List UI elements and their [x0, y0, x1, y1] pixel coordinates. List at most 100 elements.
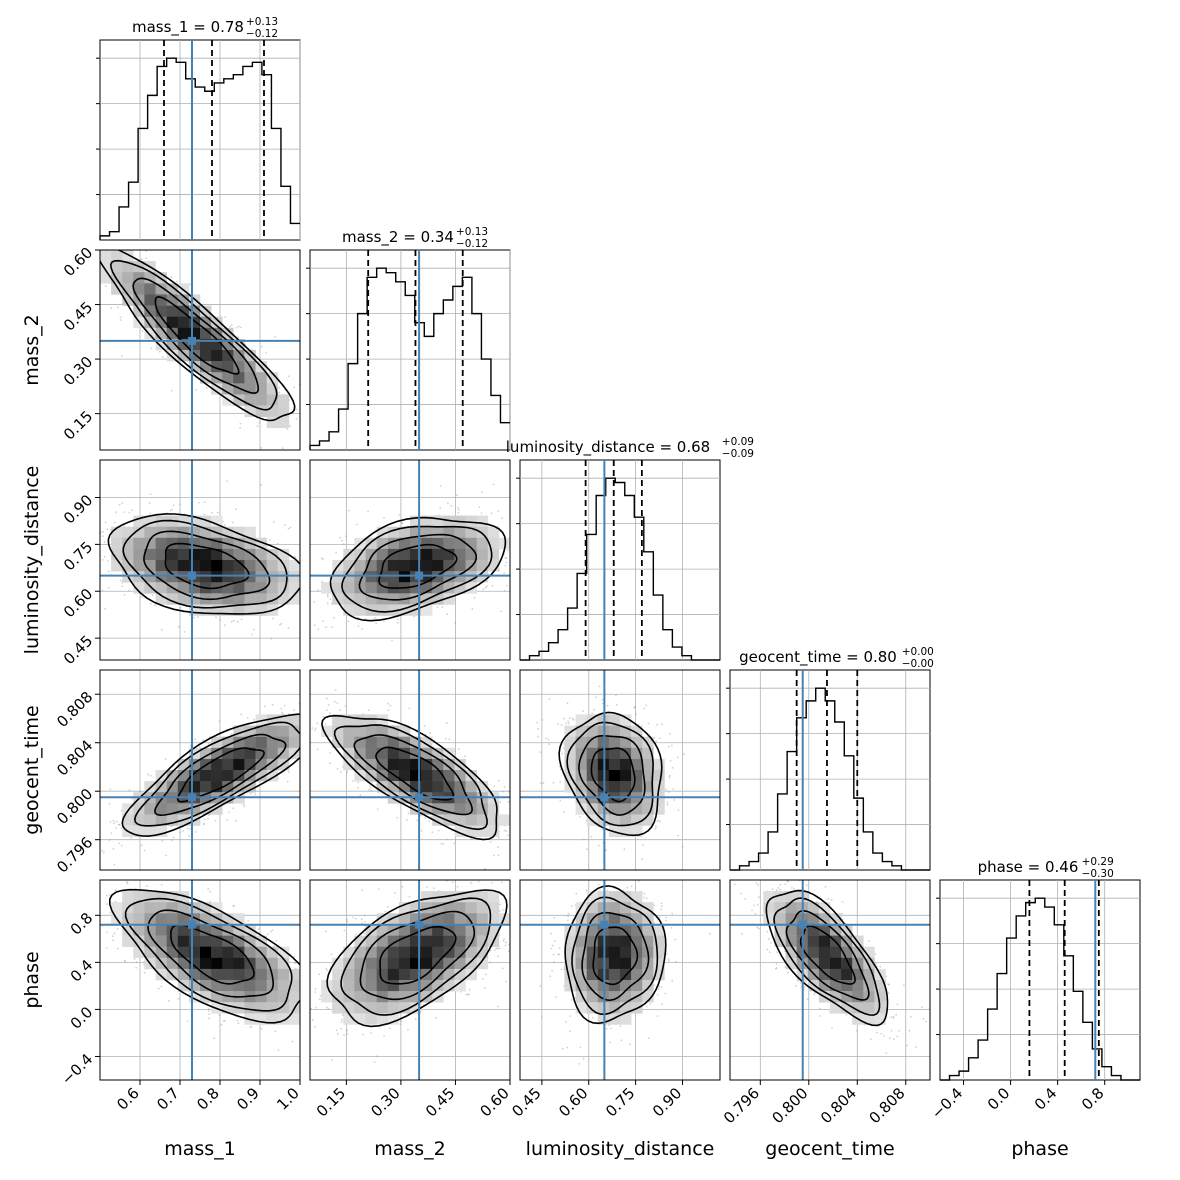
sample-point: [115, 820, 118, 823]
density-bin: [233, 560, 245, 572]
density-bin: [343, 747, 355, 760]
contour-line: [378, 543, 458, 589]
density-bin: [376, 725, 389, 738]
sample-point: [401, 522, 404, 525]
sample-point: [230, 324, 233, 326]
truth-marker: [188, 571, 196, 580]
sample-point: [503, 829, 506, 832]
density-bin: [211, 803, 223, 815]
density-bin: [421, 571, 433, 583]
density-bin: [244, 560, 256, 572]
density-bin: [266, 758, 279, 771]
density-bin: [200, 604, 212, 616]
density-bin: [111, 250, 123, 262]
density-bin: [211, 604, 223, 616]
density-bin: [211, 316, 223, 329]
contour-line: [358, 533, 477, 601]
density-bin: [144, 283, 156, 295]
truth-marker: [188, 336, 196, 345]
density-bin: [266, 394, 279, 406]
density-bin: [277, 747, 290, 760]
density-bin: [266, 571, 279, 583]
sample-point: [188, 835, 190, 837]
density-bin: [200, 515, 212, 528]
density-bin: [354, 593, 366, 605]
sample-point: [160, 628, 163, 631]
sample-point: [481, 491, 483, 494]
density-bin: [432, 593, 444, 605]
sample-point: [335, 551, 337, 554]
density-bin: [288, 593, 300, 605]
density-bin: [166, 283, 179, 295]
sample-point: [170, 389, 173, 392]
sample-point: [356, 786, 359, 789]
sample-point: [369, 787, 372, 789]
sample-point: [193, 616, 196, 619]
sample-point: [442, 842, 445, 845]
density-bin: [155, 548, 168, 561]
density-bin: [288, 582, 300, 594]
density-bin: [155, 781, 168, 793]
density-bin: [255, 537, 268, 550]
density-bin: [111, 537, 123, 550]
density-bin: [454, 582, 466, 594]
density-bin: [211, 383, 223, 395]
density-bin: [155, 825, 168, 838]
sample-point: [347, 620, 350, 623]
sample-point: [140, 596, 143, 598]
density-bin: [122, 814, 134, 826]
sample-point: [484, 867, 487, 870]
density-bin: [200, 361, 212, 373]
density-bin: [200, 537, 212, 550]
density-bin: [277, 416, 290, 429]
density-bin: [211, 361, 223, 373]
sample-point: [281, 711, 283, 714]
density-bin: [211, 781, 223, 793]
density-bin: [255, 604, 268, 616]
density-bin: [266, 725, 279, 738]
density-bin: [166, 560, 179, 572]
density-bin: [222, 770, 234, 782]
density-bin: [343, 736, 355, 749]
density-bin: [443, 526, 455, 539]
sample-point: [396, 816, 399, 819]
sample-point: [287, 527, 290, 530]
title-upper-error: +0.29: [1082, 856, 1114, 868]
sample-point: [128, 789, 131, 792]
sample-point: [283, 704, 286, 707]
sample-point: [104, 521, 107, 524]
sample-point: [374, 617, 376, 619]
sample-point: [215, 616, 217, 619]
density-bin: [166, 770, 179, 782]
sample-point: [278, 386, 281, 389]
truth-marker: [415, 571, 424, 580]
sample-point: [115, 511, 118, 514]
sample-point: [503, 590, 506, 592]
contours: [121, 713, 300, 837]
sample-point: [269, 539, 272, 541]
sample-point: [348, 509, 350, 512]
density-bin: [222, 338, 234, 351]
density-bin: [266, 405, 279, 418]
density-bin: [233, 770, 245, 782]
sample-point: [357, 625, 360, 628]
sample-point: [271, 703, 274, 706]
density-bin: [211, 338, 223, 351]
panel-content: [100, 670, 300, 870]
density-bin: [222, 593, 234, 605]
density-bin: [398, 560, 411, 572]
sample-point: [486, 585, 489, 587]
density-bin: [177, 582, 190, 594]
density-bin: [233, 781, 245, 793]
sample-point: [424, 725, 426, 727]
sample-point: [444, 737, 447, 740]
density-bin: [476, 537, 489, 550]
sample-point: [493, 785, 496, 787]
density-bin: [144, 515, 156, 528]
sample-point: [120, 827, 123, 829]
density-bin: [155, 814, 168, 826]
density-panel-mass_1-mass_2: [99, 249, 301, 451]
density-bin: [421, 537, 433, 550]
density-bin: [387, 747, 400, 760]
hist-panel-geocent_time: geocent_time = 0.80 +0.00−0.00: [726, 646, 934, 871]
